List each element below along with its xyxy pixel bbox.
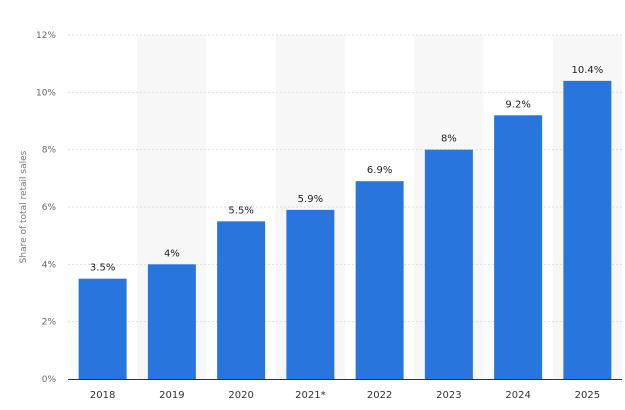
y-axis-ticks: 0% 2% 4% 6% 8% 10% 12% — [36, 31, 56, 385]
x-tick-label: 2020 — [228, 390, 253, 401]
data-label: 8% — [441, 134, 457, 145]
data-label: 10.4% — [571, 65, 603, 76]
y-tick-label: 6% — [42, 203, 57, 213]
y-axis-label: Share of total retail sales — [19, 150, 29, 263]
x-tick-label: 2022 — [367, 390, 392, 401]
data-label: 5.9% — [298, 194, 323, 205]
x-tick-label: 2018 — [90, 390, 115, 401]
data-label: 6.9% — [367, 165, 392, 176]
y-tick-label: 0% — [42, 375, 57, 385]
bar — [355, 181, 404, 379]
y-tick-label: 2% — [42, 318, 57, 328]
data-labels: 3.5% 4% 5.5% 5.9% 6.9% 8% 9.2% 10.4% — [90, 65, 603, 274]
x-tick-label: 2023 — [436, 390, 461, 401]
bar — [217, 221, 266, 379]
data-label: 9.2% — [505, 99, 530, 110]
x-tick-label: 2025 — [575, 390, 600, 401]
data-label: 5.5% — [228, 205, 253, 216]
x-axis-ticks: 2018 2019 2020 2021* 2022 2023 2024 2025 — [90, 390, 600, 401]
y-tick-label: 8% — [42, 146, 57, 156]
x-tick-label: 2024 — [505, 390, 530, 401]
bar — [147, 264, 196, 379]
bar — [494, 115, 543, 380]
bar — [424, 149, 473, 379]
y-tick-label: 12% — [36, 31, 56, 41]
data-label: 3.5% — [90, 263, 115, 274]
bar — [78, 278, 127, 379]
data-label: 4% — [164, 248, 180, 259]
x-tick-label: 2019 — [159, 390, 184, 401]
x-tick-label: 2021* — [295, 390, 325, 401]
y-tick-label: 4% — [42, 260, 57, 270]
bars — [78, 80, 612, 380]
bar — [563, 80, 612, 379]
bar — [286, 209, 335, 379]
y-tick-label: 10% — [36, 88, 56, 98]
